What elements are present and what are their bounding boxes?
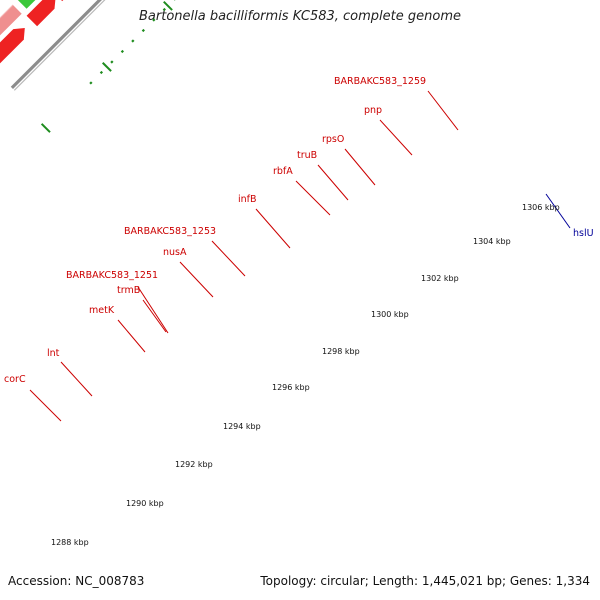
leader-line-BARBAKC583_1259 (427, 90, 459, 131)
gene-label-nusA: nusA (163, 247, 187, 258)
gene-label-corC: corC (4, 374, 26, 385)
leader-line-corC (29, 389, 62, 422)
axis-tick-1300: 1300 kbp (371, 310, 409, 319)
leader-line-nusA (179, 261, 214, 298)
leader-line-rbfA (295, 180, 331, 216)
axis-tick-1294: 1294 kbp (223, 422, 261, 431)
gene-label-rpsO: rpsO (322, 134, 344, 145)
leader-line-pnp (379, 119, 413, 156)
major-tick-1296 (40, 123, 51, 133)
gene-label-hslU: hslU (573, 228, 594, 239)
tick-dot (89, 81, 93, 85)
gene-label-metK: metK (89, 305, 115, 316)
axis-tick-1288: 1288 kbp (51, 538, 89, 547)
label-layer: corC lnt metK BARBAKC583_1251 trmB nusA BARBAK… (4, 76, 594, 547)
accession-text: Accession: NC_008783 (8, 574, 145, 588)
gene-label-BARBAKC583_1251: BARBAKC583_1251 (66, 270, 158, 281)
gene-label-truB: truB (297, 150, 317, 161)
tick-dot (152, 18, 156, 22)
lower-gene-2 (61, 0, 64, 2)
tick-dot (141, 28, 145, 33)
leader-line-BARBAKC583_1251 (137, 286, 169, 334)
lower-gene-0 (0, 28, 25, 64)
major-tick-1298 (102, 62, 112, 72)
axis-tick-1302: 1302 kbp (421, 274, 459, 283)
leader-line-hslU (545, 193, 571, 229)
leader-line-infB (255, 208, 291, 249)
axis-tick-1298: 1298 kbp (322, 347, 360, 356)
leader-line-rpsO (344, 148, 376, 186)
tick-dot (99, 70, 104, 75)
leader-line-BARBAKC583_1253 (211, 240, 246, 277)
map-title: Bartonella bacilliformis KC583, complete… (139, 9, 461, 24)
gene-label-infB: infB (238, 194, 257, 205)
leader-line-truB (317, 164, 349, 201)
upper-gene-1 (17, 0, 36, 9)
upper-gene-0 (0, 4, 22, 36)
tick-dot (131, 39, 135, 43)
axis-tick-1296: 1296 kbp (272, 383, 310, 392)
gene-label-lnt: lnt (47, 348, 60, 359)
backbone-shadow (13, 0, 106, 91)
leader-line-lnt (60, 361, 93, 397)
upper-gene-0-shine (0, 3, 14, 19)
gene-label-pnp: pnp (364, 105, 382, 116)
leader-line-trmB (142, 299, 167, 333)
major-tick-1300 (163, 0, 173, 11)
tick-layer (40, 0, 176, 133)
axis-tick-1304: 1304 kbp (473, 237, 511, 246)
axis-tick-1306: 1306 kbp (522, 203, 560, 212)
leader-line-metK (117, 319, 146, 353)
backbone-line (10, 0, 102, 89)
gene-layer (0, 0, 64, 64)
gene-label-trmB: trmB (117, 285, 140, 296)
gene-label-rbfA: rbfA (273, 166, 293, 177)
axis-tick-1290: 1290 kbp (126, 499, 164, 508)
lower-gene-1 (26, 0, 56, 27)
tick-dot (110, 60, 114, 64)
gene-label-BARBAKC583_1259: BARBAKC583_1259 (334, 76, 426, 87)
gene-label-BARBAKC583_1253: BARBAKC583_1253 (124, 226, 216, 237)
tick-dot (162, 7, 166, 12)
tick-dot (120, 49, 124, 54)
lower-tick-track (89, 0, 176, 85)
axis-tick-1292: 1292 kbp (175, 460, 213, 469)
backbone-layer (10, 0, 106, 91)
genome-summary: Topology: circular; Length: 1,445,021 bp… (260, 574, 590, 588)
